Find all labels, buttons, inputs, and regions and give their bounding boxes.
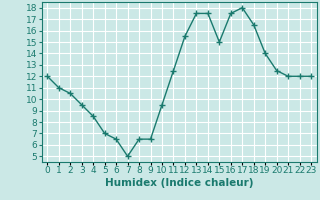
X-axis label: Humidex (Indice chaleur): Humidex (Indice chaleur) [105,178,253,188]
